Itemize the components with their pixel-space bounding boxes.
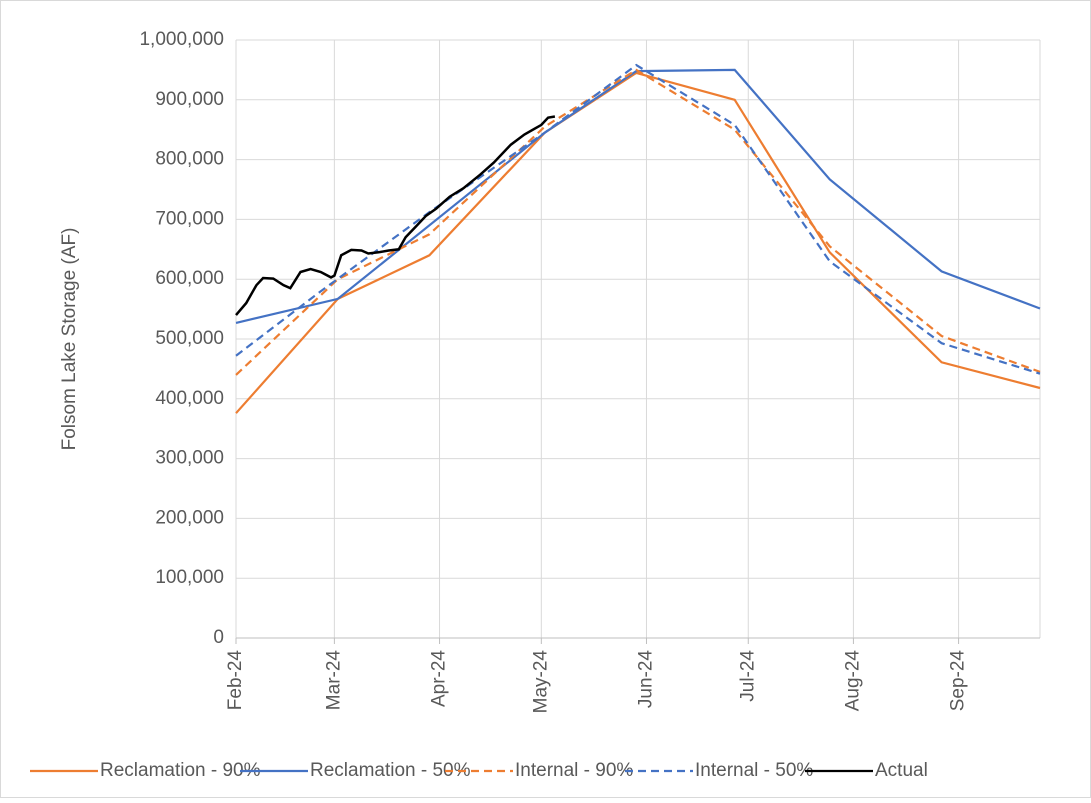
legend-label: Reclamation - 50% (310, 760, 471, 781)
series-line (235, 71, 1041, 414)
y-tick-label: 400,000 (155, 388, 224, 409)
y-tick-label: 0 (213, 627, 224, 648)
y-tick-label: 500,000 (155, 328, 224, 349)
legend-label: Internal - 50% (695, 760, 813, 781)
x-tick-label: Jun-24 (635, 650, 656, 709)
legend-label: Reclamation - 90% (100, 760, 261, 781)
y-tick-label: 1,000,000 (139, 29, 224, 50)
x-tick-label: Apr-24 (429, 650, 450, 707)
series-line (235, 68, 1041, 376)
series-line (235, 63, 1041, 375)
x-tick-label: Mar-24 (323, 650, 344, 711)
series-line (235, 68, 1041, 324)
x-tick-label: Aug-24 (842, 650, 863, 712)
y-tick-label: 900,000 (155, 89, 224, 110)
y-tick-label: 700,000 (155, 208, 224, 229)
x-tick-label: Feb-24 (225, 650, 246, 711)
y-tick-label: 300,000 (155, 448, 224, 469)
legend-label: Internal - 90% (515, 760, 633, 781)
y-axis-label: Folsom Lake Storage (AF) (59, 228, 80, 451)
x-tick-label: Jul-24 (737, 650, 758, 702)
series-line (235, 115, 556, 316)
y-tick-label: 600,000 (155, 268, 224, 289)
x-tick-label: Sep-24 (948, 650, 969, 712)
y-tick-label: 800,000 (155, 149, 224, 170)
y-tick-label: 200,000 (155, 507, 224, 528)
x-tick-label: May-24 (530, 650, 551, 714)
y-tick-label: 100,000 (155, 567, 224, 588)
legend-label: Actual (875, 760, 928, 781)
